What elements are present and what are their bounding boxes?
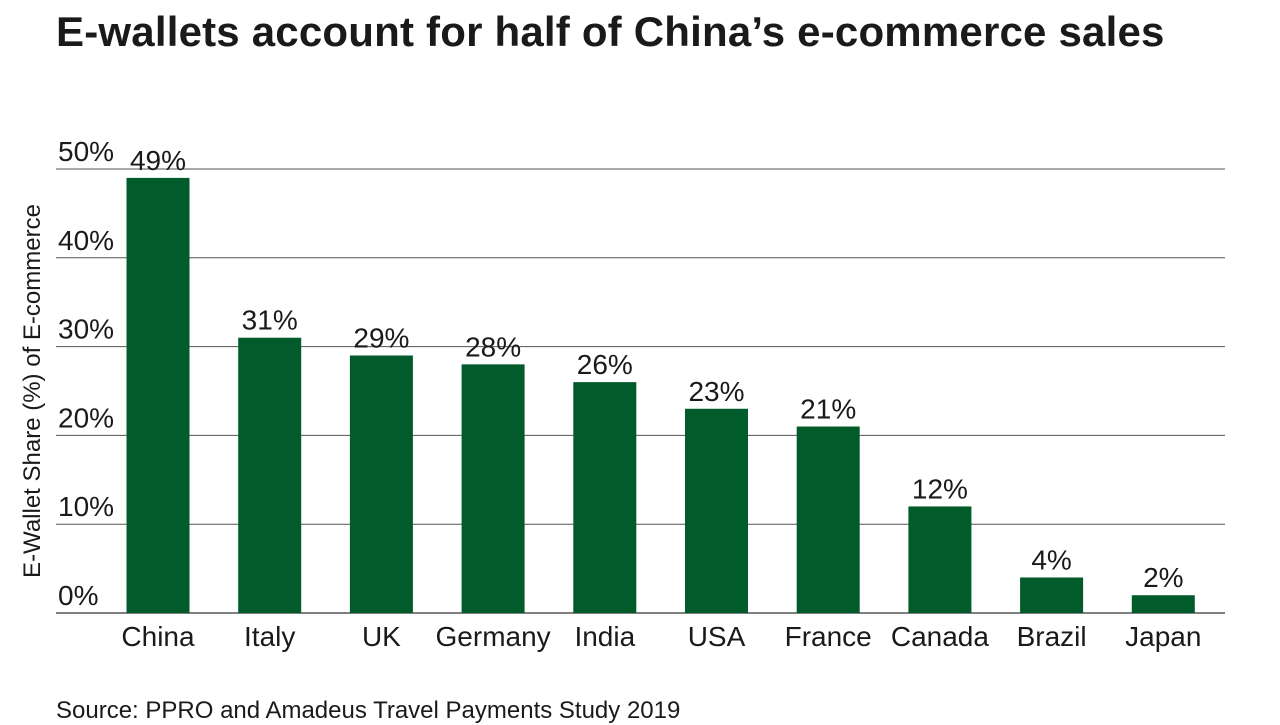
bar-france bbox=[796, 426, 860, 613]
bar-italy bbox=[238, 337, 302, 613]
y-tick-label: 10% bbox=[58, 491, 114, 522]
bar-germany bbox=[461, 364, 525, 613]
y-tick-label: 20% bbox=[58, 402, 114, 433]
x-tick-label: India bbox=[574, 621, 635, 652]
x-tick-label: France bbox=[785, 621, 872, 652]
source-note: Source: PPRO and Amadeus Travel Payments… bbox=[56, 697, 681, 724]
x-tick-label: UK bbox=[362, 621, 401, 652]
x-tick-label: Italy bbox=[244, 621, 295, 652]
bar-india bbox=[573, 382, 637, 613]
value-label: 26% bbox=[577, 349, 633, 380]
bar-china bbox=[126, 177, 190, 613]
bar-usa bbox=[685, 408, 748, 613]
x-tick-label: USA bbox=[688, 621, 746, 652]
y-tick-label: 40% bbox=[58, 225, 114, 256]
bar-uk bbox=[349, 355, 413, 613]
x-tick-label: China bbox=[121, 621, 195, 652]
x-tick-label: Brazil bbox=[1017, 621, 1087, 652]
x-tick-label: Japan bbox=[1125, 621, 1201, 652]
value-label: 28% bbox=[465, 331, 521, 362]
bar-canada bbox=[908, 506, 972, 613]
y-tick-label: 50% bbox=[58, 136, 114, 167]
value-label: 29% bbox=[353, 322, 409, 353]
chart-title: E-wallets account for half of China’s e-… bbox=[56, 8, 1165, 55]
bar-japan bbox=[1131, 595, 1195, 613]
value-label: 2% bbox=[1143, 562, 1183, 593]
value-label: 21% bbox=[800, 394, 856, 425]
value-label: 4% bbox=[1031, 544, 1071, 575]
x-tick-label: Germany bbox=[436, 621, 551, 652]
value-label: 12% bbox=[912, 473, 968, 504]
y-tick-label: 30% bbox=[58, 314, 114, 345]
bar-brazil bbox=[1020, 577, 1084, 613]
value-label: 23% bbox=[688, 376, 744, 407]
value-label: 49% bbox=[130, 145, 186, 176]
y-axis-title: E-Wallet Share (%) of E-commerce bbox=[19, 204, 46, 578]
y-tick-label: 0% bbox=[58, 580, 98, 611]
x-tick-label: Canada bbox=[891, 621, 990, 652]
value-label: 31% bbox=[242, 305, 298, 336]
